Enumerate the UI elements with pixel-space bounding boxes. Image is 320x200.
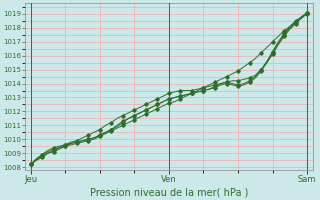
X-axis label: Pression niveau de la mer( hPa ): Pression niveau de la mer( hPa ) [90, 187, 248, 197]
